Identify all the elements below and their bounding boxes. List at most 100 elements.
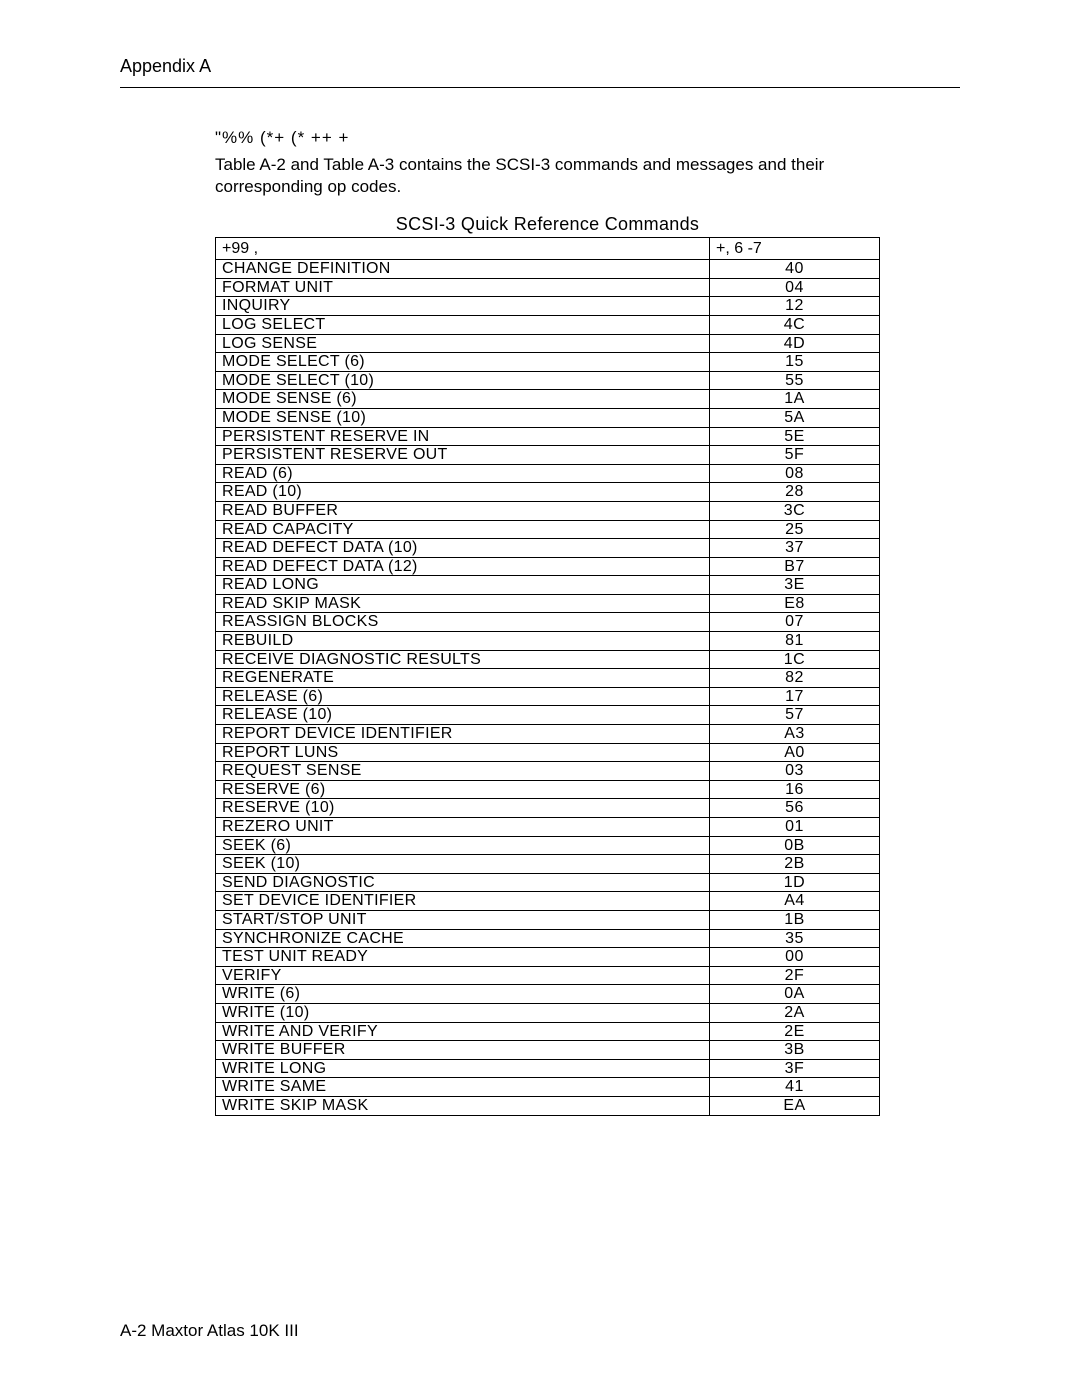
- table-row: READ DEFECT DATA (10)37: [216, 539, 880, 558]
- section-body: "%% (*+ (* ++ + Table A-2 and Table A-3 …: [215, 128, 880, 1116]
- command-code-cell: 15: [710, 353, 880, 372]
- table-row: SEEK (10)2B: [216, 855, 880, 874]
- command-code-cell: 4D: [710, 334, 880, 353]
- command-name-cell: MODE SELECT (6): [216, 353, 710, 372]
- table-row: WRITE (10)2A: [216, 1003, 880, 1022]
- command-code-cell: 41: [710, 1078, 880, 1097]
- command-code-cell: E8: [710, 594, 880, 613]
- table-row: TEST UNIT READY00: [216, 948, 880, 967]
- table-row: MODE SENSE (6)1A: [216, 390, 880, 409]
- command-code-cell: 1C: [710, 650, 880, 669]
- command-code-cell: EA: [710, 1096, 880, 1115]
- command-code-cell: A4: [710, 892, 880, 911]
- command-name-cell: WRITE (6): [216, 985, 710, 1004]
- command-name-cell: READ (6): [216, 464, 710, 483]
- command-name-cell: REZERO UNIT: [216, 818, 710, 837]
- section-heading: "%% (*+ (* ++ +: [215, 128, 880, 148]
- command-code-cell: 55: [710, 371, 880, 390]
- command-code-cell: 28: [710, 483, 880, 502]
- command-code-cell: 0B: [710, 836, 880, 855]
- table-row: RESERVE (10)56: [216, 799, 880, 818]
- section-paragraph: Table A-2 and Table A-3 contains the SCS…: [215, 154, 880, 198]
- table-row: WRITE AND VERIFY2E: [216, 1022, 880, 1041]
- table-row: SEND DIAGNOSTIC1D: [216, 873, 880, 892]
- command-code-cell: 01: [710, 818, 880, 837]
- table-row: MODE SELECT (10)55: [216, 371, 880, 390]
- table-row: REPORT DEVICE IDENTIFIERA3: [216, 725, 880, 744]
- command-code-cell: 2B: [710, 855, 880, 874]
- table-caption: SCSI-3 Quick Reference Commands: [215, 214, 880, 235]
- table-row: WRITE BUFFER3B: [216, 1041, 880, 1060]
- page-footer: A-2 Maxtor Atlas 10K III: [120, 1321, 299, 1341]
- command-code-cell: 07: [710, 613, 880, 632]
- command-name-cell: SEEK (10): [216, 855, 710, 874]
- command-code-cell: 5A: [710, 408, 880, 427]
- table-row: SYNCHRONIZE CACHE35: [216, 929, 880, 948]
- command-name-cell: READ (10): [216, 483, 710, 502]
- table-row: MODE SENSE (10)5A: [216, 408, 880, 427]
- command-name-cell: WRITE (10): [216, 1003, 710, 1022]
- command-name-cell: INQUIRY: [216, 297, 710, 316]
- table-row: SET DEVICE IDENTIFIERA4: [216, 892, 880, 911]
- table-row: REQUEST SENSE03: [216, 762, 880, 781]
- command-name-cell: WRITE BUFFER: [216, 1041, 710, 1060]
- table-row: READ BUFFER3C: [216, 501, 880, 520]
- command-code-cell: 3E: [710, 576, 880, 595]
- table-col1-header: +99 ,: [216, 238, 710, 260]
- command-name-cell: WRITE AND VERIFY: [216, 1022, 710, 1041]
- command-name-cell: LOG SENSE: [216, 334, 710, 353]
- command-name-cell: LOG SELECT: [216, 315, 710, 334]
- command-name-cell: REQUEST SENSE: [216, 762, 710, 781]
- command-code-cell: 12: [710, 297, 880, 316]
- command-code-cell: 56: [710, 799, 880, 818]
- command-name-cell: RESERVE (6): [216, 780, 710, 799]
- command-name-cell: RELEASE (10): [216, 706, 710, 725]
- command-name-cell: READ CAPACITY: [216, 520, 710, 539]
- command-name-cell: SYNCHRONIZE CACHE: [216, 929, 710, 948]
- command-name-cell: READ DEFECT DATA (10): [216, 539, 710, 558]
- command-name-cell: MODE SENSE (6): [216, 390, 710, 409]
- table-row: REASSIGN BLOCKS07: [216, 613, 880, 632]
- command-code-cell: 03: [710, 762, 880, 781]
- page-header: Appendix A: [120, 56, 960, 88]
- command-name-cell: RESERVE (10): [216, 799, 710, 818]
- table-row: READ (6)08: [216, 464, 880, 483]
- command-name-cell: RECEIVE DIAGNOSTIC RESULTS: [216, 650, 710, 669]
- command-code-cell: 1B: [710, 910, 880, 929]
- command-name-cell: READ DEFECT DATA (12): [216, 557, 710, 576]
- command-name-cell: SET DEVICE IDENTIFIER: [216, 892, 710, 911]
- command-name-cell: READ LONG: [216, 576, 710, 595]
- command-code-cell: 08: [710, 464, 880, 483]
- command-code-cell: 2A: [710, 1003, 880, 1022]
- commands-table: +99 , +, 6 -7 CHANGE DEFINITION40FORMAT …: [215, 237, 880, 1115]
- table-row: REGENERATE82: [216, 669, 880, 688]
- table-row: WRITE (6)0A: [216, 985, 880, 1004]
- command-code-cell: 1D: [710, 873, 880, 892]
- command-code-cell: 5F: [710, 446, 880, 465]
- table-body: CHANGE DEFINITION40FORMAT UNIT04INQUIRY1…: [216, 260, 880, 1115]
- command-code-cell: 57: [710, 706, 880, 725]
- command-name-cell: REPORT LUNS: [216, 743, 710, 762]
- table-row: REBUILD81: [216, 632, 880, 651]
- table-row: WRITE LONG3F: [216, 1059, 880, 1078]
- command-code-cell: 40: [710, 260, 880, 279]
- command-name-cell: VERIFY: [216, 966, 710, 985]
- command-name-cell: SEND DIAGNOSTIC: [216, 873, 710, 892]
- table-row: VERIFY2F: [216, 966, 880, 985]
- command-name-cell: WRITE SKIP MASK: [216, 1096, 710, 1115]
- table-row: FORMAT UNIT04: [216, 278, 880, 297]
- command-code-cell: 0A: [710, 985, 880, 1004]
- command-code-cell: 3B: [710, 1041, 880, 1060]
- command-code-cell: 1A: [710, 390, 880, 409]
- table-row: MODE SELECT (6)15: [216, 353, 880, 372]
- table-row: READ CAPACITY25: [216, 520, 880, 539]
- command-code-cell: 5E: [710, 427, 880, 446]
- table-col2-header: +, 6 -7: [710, 238, 880, 260]
- table-row: WRITE SKIP MASKEA: [216, 1096, 880, 1115]
- command-code-cell: 35: [710, 929, 880, 948]
- command-name-cell: WRITE LONG: [216, 1059, 710, 1078]
- table-row: CHANGE DEFINITION40: [216, 260, 880, 279]
- command-name-cell: MODE SENSE (10): [216, 408, 710, 427]
- command-code-cell: 25: [710, 520, 880, 539]
- command-name-cell: PERSISTENT RESERVE OUT: [216, 446, 710, 465]
